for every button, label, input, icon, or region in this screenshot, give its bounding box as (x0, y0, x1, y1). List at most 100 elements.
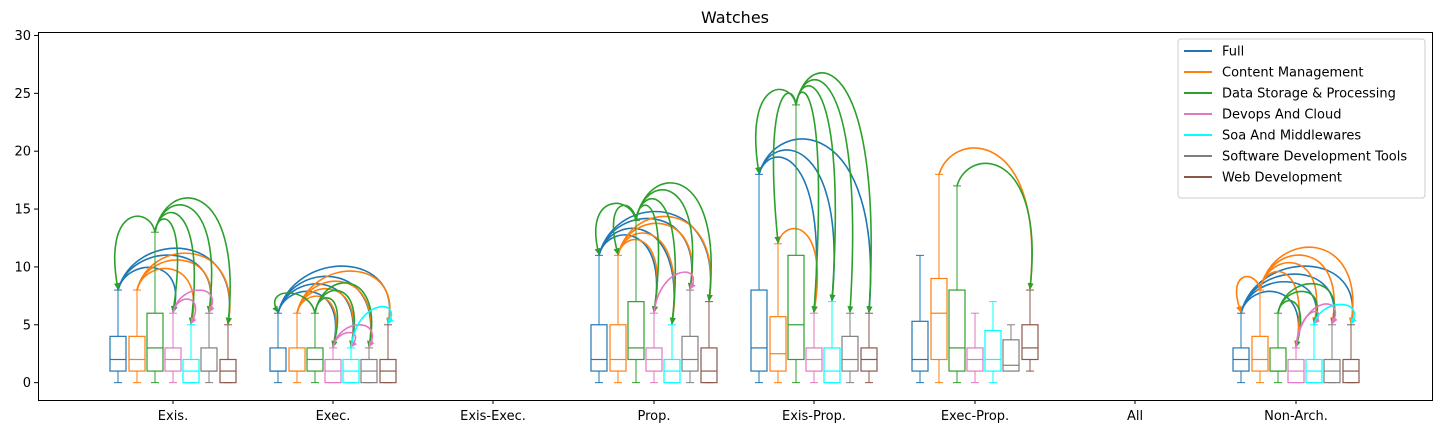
comparison-arrow (635, 182, 713, 302)
y-tick-label: 25 (14, 87, 31, 102)
box (1021, 289, 1039, 372)
y-axis: 0 5 10 15 20 25 30 (14, 29, 38, 391)
comparison-arrow (272, 292, 316, 314)
comparison-arrow (795, 72, 873, 314)
comparison-arrow (314, 282, 374, 348)
box (360, 347, 378, 384)
comparison-arrow (136, 267, 196, 325)
box-iqr (700, 347, 718, 384)
y-tick-label: 5 (23, 318, 31, 333)
x-axis: Exis. Exec. Exis-Exec. Prop. Exis-Prop. Exec-… (158, 400, 1328, 424)
box (306, 312, 324, 384)
comparison-arrow (594, 202, 637, 256)
box-iqr (609, 324, 627, 372)
comparison-arrow (617, 215, 713, 302)
box-iqr (109, 335, 127, 372)
box-iqr (200, 347, 218, 372)
box-iqr (769, 316, 787, 372)
box (663, 324, 681, 384)
box-iqr (1251, 335, 1269, 372)
box-iqr (750, 289, 768, 372)
comparison-arrow (1295, 303, 1338, 349)
box (966, 312, 984, 384)
box-iqr (590, 324, 608, 372)
box-iqr (627, 301, 645, 361)
comparison-arrow (1259, 246, 1355, 325)
box (823, 301, 841, 384)
box (984, 301, 1002, 384)
comparison-arrow (653, 271, 696, 314)
legend-entry: Devops And Cloud (1222, 108, 1341, 123)
legend-entry: Web Development (1222, 171, 1342, 186)
x-tick-label: Exis-Prop. (782, 409, 846, 424)
box-iqr (823, 347, 841, 384)
box-iqr (1021, 324, 1039, 361)
box (1323, 324, 1341, 384)
box (379, 324, 397, 384)
comparison-arrow (350, 305, 394, 349)
comparison-arrow (612, 204, 637, 256)
comparison-arrow (1240, 265, 1356, 325)
comparison-arrow (172, 289, 215, 314)
comparison-arrow (1235, 275, 1261, 314)
box-iqr (948, 289, 966, 372)
box (146, 231, 164, 384)
legend-entry: Soa And Middlewares (1222, 129, 1361, 144)
box-iqr (841, 335, 859, 372)
box (1251, 289, 1269, 384)
legend: Full Content Management Data Storage & Pro… (1177, 38, 1426, 199)
comparison-arrow (772, 92, 797, 244)
box (164, 312, 182, 384)
box (609, 254, 627, 384)
x-tick-label: Prop. (637, 409, 670, 424)
comparison-arrow (754, 88, 797, 175)
box (841, 312, 859, 384)
legend-entry: Full (1222, 45, 1244, 60)
comparison-arrow (277, 290, 338, 348)
y-tick-label: 20 (14, 145, 31, 160)
comparison-arrow (795, 85, 837, 302)
comparison-arrow (113, 215, 156, 291)
significance-arrows (113, 72, 1357, 349)
box (769, 243, 787, 384)
box (200, 312, 218, 384)
box (787, 104, 805, 384)
box (1002, 324, 1020, 372)
box-iqr (269, 347, 287, 372)
x-tick-label: Exec. (316, 409, 351, 424)
legend-frame (1177, 38, 1426, 199)
comparison-arrow (154, 218, 179, 314)
y-tick-label: 10 (14, 260, 31, 275)
x-tick-label: Exis-Exec. (460, 409, 526, 424)
comparison-arrow (1240, 273, 1337, 325)
y-tick-label: 15 (14, 203, 31, 218)
box (860, 312, 878, 384)
box-iqr (128, 335, 146, 372)
box-iqr (288, 347, 306, 372)
x-tick-label: All (1127, 409, 1143, 424)
box-iqr (911, 320, 929, 372)
box-series (109, 104, 1360, 384)
box (288, 312, 306, 384)
comparison-arrow (758, 138, 873, 314)
box-iqr (681, 335, 699, 372)
x-tick-label: Non-Arch. (1264, 409, 1328, 424)
box (1287, 347, 1305, 384)
legend-entry: Software Development Tools (1222, 150, 1407, 165)
comparison-arrow (1240, 290, 1301, 348)
box-iqr (984, 329, 1002, 372)
box-iqr (146, 312, 164, 372)
box (1305, 324, 1323, 384)
box (342, 347, 360, 384)
chart-title: Watches (701, 8, 769, 27)
box (750, 173, 768, 384)
box (182, 324, 200, 384)
box (805, 312, 823, 384)
y-tick-label: 30 (14, 29, 31, 44)
comparison-arrow (1313, 303, 1357, 325)
legend-entry: Content Management (1222, 66, 1363, 81)
box-iqr (930, 277, 948, 361)
comparison-arrow (154, 197, 232, 325)
comparison-arrow (956, 162, 1034, 291)
y-tick-label: 0 (23, 376, 31, 391)
